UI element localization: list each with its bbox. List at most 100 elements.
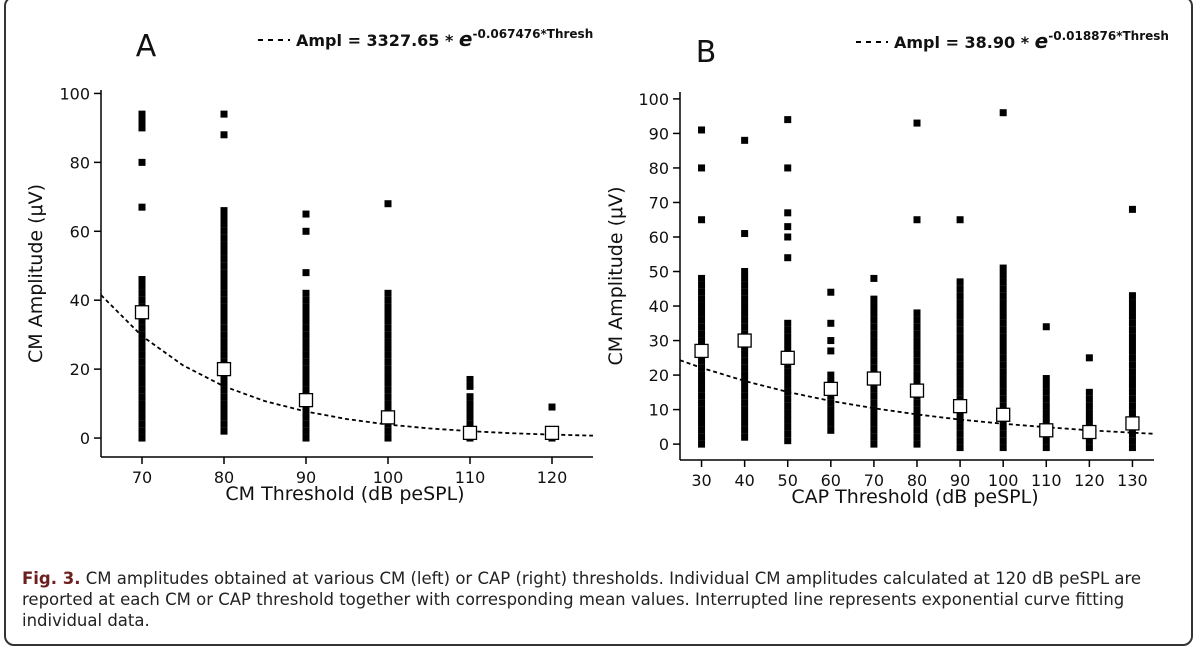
data-point bbox=[548, 403, 556, 411]
data-point bbox=[956, 444, 964, 452]
data-point bbox=[220, 289, 228, 297]
data-point bbox=[466, 393, 474, 401]
data-point bbox=[220, 296, 228, 304]
figure-frame bbox=[4, 0, 1193, 646]
data-point bbox=[698, 378, 706, 386]
data-point bbox=[698, 274, 706, 282]
data-point bbox=[1042, 375, 1050, 383]
data-point bbox=[220, 427, 228, 435]
data-point bbox=[784, 116, 792, 124]
data-point bbox=[827, 406, 835, 414]
data-point bbox=[784, 340, 792, 348]
data-point bbox=[302, 372, 310, 380]
data-point bbox=[1128, 326, 1136, 334]
data-point bbox=[302, 434, 310, 442]
data-point bbox=[384, 427, 392, 435]
data-point bbox=[741, 302, 749, 310]
mean-point bbox=[544, 425, 560, 441]
data-point bbox=[384, 303, 392, 311]
data-point bbox=[220, 386, 228, 394]
data-point bbox=[220, 227, 228, 235]
mean-point bbox=[694, 343, 709, 359]
data-point bbox=[870, 357, 878, 365]
data-point bbox=[1128, 388, 1136, 396]
data-point bbox=[220, 406, 228, 414]
data-point bbox=[913, 357, 921, 365]
data-point bbox=[384, 351, 392, 359]
data-point bbox=[1128, 299, 1136, 307]
data-point bbox=[956, 312, 964, 320]
data-point bbox=[220, 420, 228, 428]
data-point bbox=[999, 271, 1007, 279]
data-point bbox=[698, 126, 706, 134]
data-point bbox=[302, 303, 310, 311]
data-point bbox=[913, 419, 921, 427]
data-point bbox=[384, 331, 392, 339]
data-point bbox=[220, 276, 228, 284]
data-point bbox=[698, 281, 706, 289]
data-point bbox=[698, 164, 706, 172]
data-point bbox=[138, 338, 146, 346]
data-point bbox=[1128, 319, 1136, 327]
data-point bbox=[784, 223, 792, 231]
data-point bbox=[220, 331, 228, 339]
data-point bbox=[784, 368, 792, 376]
data-point bbox=[913, 364, 921, 372]
caption: Fig. 3. CM amplitudes obtained at variou… bbox=[22, 568, 1182, 631]
data-point bbox=[784, 233, 792, 241]
data-point bbox=[698, 433, 706, 441]
data-point bbox=[999, 361, 1007, 369]
data-point bbox=[741, 295, 749, 303]
data-point bbox=[913, 399, 921, 407]
data-point bbox=[741, 350, 749, 358]
data-point bbox=[698, 357, 706, 365]
data-point bbox=[870, 350, 878, 358]
x-tick-label: 30 bbox=[691, 471, 711, 490]
data-point bbox=[1042, 395, 1050, 403]
data-point bbox=[138, 158, 146, 166]
data-point bbox=[138, 331, 146, 339]
data-point bbox=[384, 200, 392, 208]
data-point bbox=[741, 371, 749, 379]
data-point bbox=[913, 433, 921, 441]
data-point bbox=[1042, 437, 1050, 445]
mean-point bbox=[380, 410, 396, 425]
data-point bbox=[698, 316, 706, 324]
data-point bbox=[913, 309, 921, 317]
data-point bbox=[138, 203, 146, 211]
data-point bbox=[913, 406, 921, 414]
data-point bbox=[698, 413, 706, 421]
x-tick-label: 70 bbox=[864, 471, 884, 490]
data-point bbox=[220, 248, 228, 256]
data-point bbox=[827, 337, 835, 345]
data-point bbox=[384, 386, 392, 394]
data-point bbox=[698, 295, 706, 303]
data-point bbox=[956, 423, 964, 431]
x-tick-label: 80 bbox=[214, 468, 234, 487]
data-point bbox=[913, 216, 921, 224]
data-point bbox=[827, 399, 835, 407]
data-point bbox=[220, 214, 228, 222]
data-point bbox=[956, 292, 964, 300]
data-point bbox=[1085, 388, 1093, 396]
data-point bbox=[870, 343, 878, 351]
data-point bbox=[913, 316, 921, 324]
data-point bbox=[1128, 361, 1136, 369]
data-point bbox=[1042, 323, 1050, 331]
x-tick-label: 60 bbox=[821, 471, 841, 490]
data-point bbox=[784, 395, 792, 403]
y-tick-label: 40 bbox=[70, 291, 90, 310]
data-point bbox=[384, 393, 392, 401]
data-point bbox=[466, 406, 474, 414]
data-point bbox=[138, 372, 146, 380]
mean-point bbox=[780, 350, 795, 365]
legend-exponent: -0.067476*Thresh bbox=[473, 27, 594, 41]
data-point bbox=[956, 375, 964, 383]
data-point bbox=[913, 440, 921, 448]
data-point bbox=[999, 312, 1007, 320]
data-point bbox=[220, 207, 228, 215]
data-point bbox=[999, 285, 1007, 293]
data-point bbox=[956, 361, 964, 369]
mean-point bbox=[298, 392, 314, 408]
